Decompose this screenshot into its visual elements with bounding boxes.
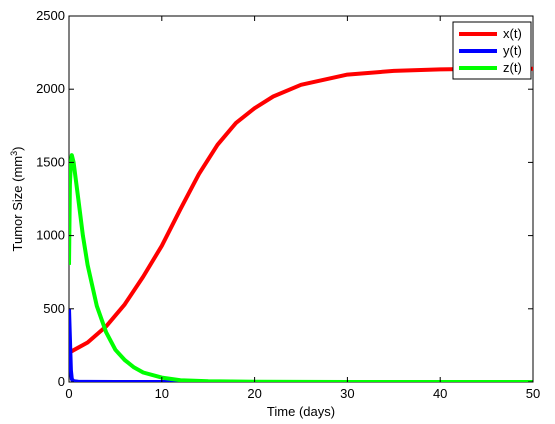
- y-tick-label: 1000: [36, 228, 65, 243]
- x-tick-label: 0: [65, 386, 72, 401]
- y-axis: 0 500 1000 1500 2000 2500: [36, 8, 533, 389]
- legend-label-zt: z(t): [503, 60, 522, 75]
- legend-label-yt: y(t): [503, 43, 522, 58]
- y-axis-label: Tumor Size (mm3): [9, 147, 25, 252]
- y-tick-label: 500: [43, 301, 65, 316]
- x-tick-label: 30: [340, 386, 354, 401]
- x-axis-label: Time (days): [267, 404, 335, 419]
- series-line-xt: [69, 66, 533, 355]
- y-axis-label-prefix: Tumor Size (mm: [10, 156, 25, 252]
- series-layer: [69, 66, 533, 382]
- x-tick-label: 10: [155, 386, 169, 401]
- plot-area: 0 10 20 30 40 50 0 500 1000 1500 2000 2500: [36, 8, 540, 401]
- series-line-zt: [69, 153, 533, 382]
- series-line-yt: [69, 308, 533, 382]
- y-tick-label: 2500: [36, 8, 65, 23]
- x-axis: 0 10 20 30 40 50: [65, 16, 540, 401]
- y-tick-label: 0: [58, 374, 65, 389]
- y-tick-label: 2000: [36, 81, 65, 96]
- y-axis-label-superscript: 3: [9, 151, 19, 156]
- y-axis-label-suffix: ): [10, 147, 25, 151]
- x-tick-label: 20: [247, 386, 261, 401]
- y-tick-label: 1500: [36, 154, 65, 169]
- x-tick-label: 40: [433, 386, 447, 401]
- x-tick-label: 50: [526, 386, 540, 401]
- legend: x(t) y(t) z(t): [452, 21, 532, 80]
- legend-label-xt: x(t): [503, 26, 522, 41]
